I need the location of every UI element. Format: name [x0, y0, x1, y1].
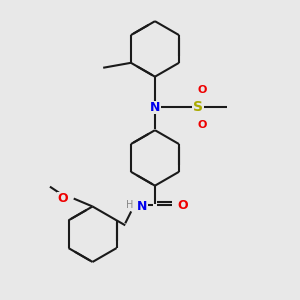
Text: O: O [178, 199, 188, 212]
Text: S: S [193, 100, 202, 114]
Text: O: O [198, 120, 207, 130]
Text: O: O [198, 85, 207, 94]
Text: H: H [126, 200, 133, 211]
Text: N: N [137, 200, 148, 213]
Text: O: O [57, 192, 68, 205]
Text: N: N [150, 101, 160, 114]
